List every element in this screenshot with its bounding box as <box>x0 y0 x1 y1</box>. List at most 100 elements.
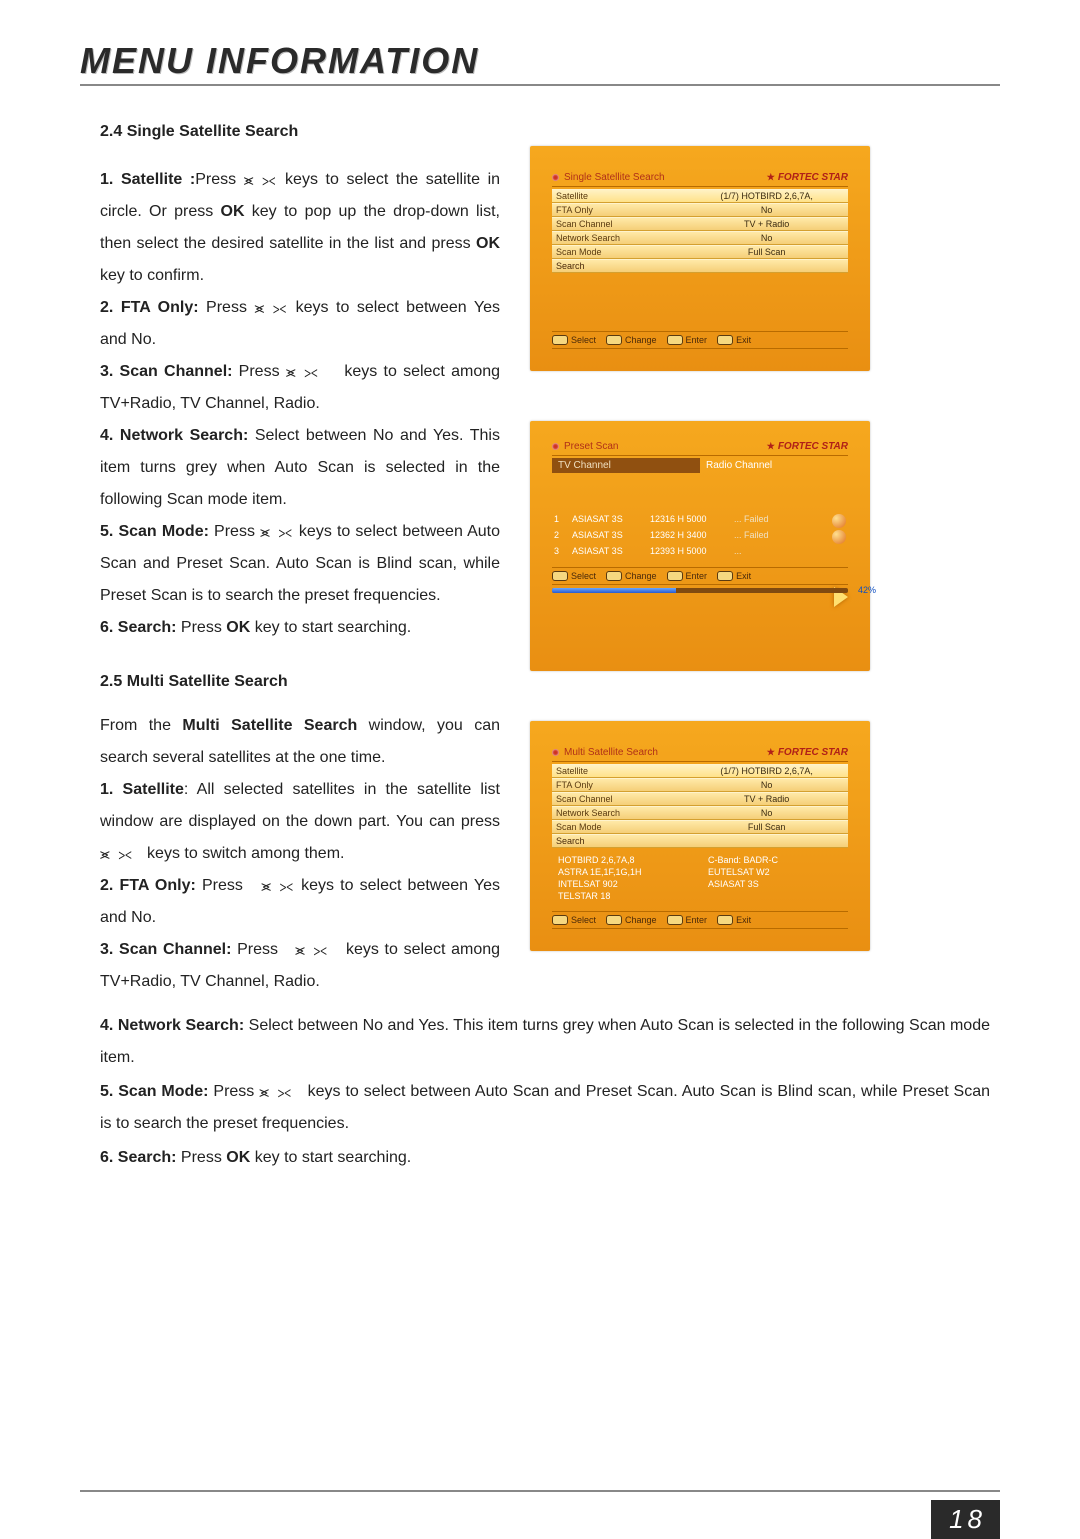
row-key: Network Search <box>552 233 685 243</box>
label-scan-channel: 3. Scan Channel: <box>100 941 231 958</box>
arrow-keys-icon: ⪤ ⪥ <box>244 165 278 195</box>
hint-exit: Exit <box>717 571 751 581</box>
shot-title: Multi Satellite Search <box>564 747 767 758</box>
label-multi-window: Multi Satellite Search <box>182 717 357 734</box>
row-val: Full Scan <box>685 822 848 832</box>
arrow-keys-icon: ⪤ ⪥ <box>295 935 329 965</box>
hint-bar: Select Change Enter Exit <box>552 331 848 349</box>
row-val: No <box>685 808 848 818</box>
s25-item-2: 2. FTA Only: Press ⪤ ⪥ keys to select be… <box>100 870 500 934</box>
row-key: Search <box>552 836 685 846</box>
row-sat: ASIASAT 3S <box>572 514 644 528</box>
hint-enter: Enter <box>667 335 708 345</box>
preset-row: 3ASIASAT 3S12393 H 5000... <box>552 545 848 557</box>
row-key: Network Search <box>552 808 685 818</box>
progress-fill <box>552 588 676 593</box>
label-search: 6. Search: <box>100 619 176 636</box>
arrow-keys-icon: ⪤ ⪥ <box>259 1077 293 1107</box>
page-title-bar: MENU INFORMATION <box>80 40 1000 86</box>
menu-row[interactable]: Scan ChannelTV + Radio <box>552 217 848 231</box>
row-idx: 1 <box>554 514 566 528</box>
s25-item-6: 6. Search: Press OK key to start searchi… <box>100 1142 990 1174</box>
shot-header: Single Satellite Search FORTEC STAR <box>552 172 848 187</box>
section-25-heading: 2.5 Multi Satellite Search <box>100 666 500 698</box>
menu-row[interactable]: Scan ModeFull Scan <box>552 820 848 834</box>
list-item: HOTBIRD 2,6,7A,8 <box>558 854 692 866</box>
row-freq: 12393 H 5000 <box>650 546 728 556</box>
menu-row[interactable]: Satellite(1/7) HOTBIRD 2,6,7A, <box>552 764 848 778</box>
row-key: FTA Only <box>552 205 685 215</box>
menu-row[interactable]: Search <box>552 259 848 273</box>
s24-item-4: 4. Network Search: Select between No and… <box>100 420 500 516</box>
preset-row: 1ASIASAT 3S12316 H 5000... Failed <box>552 513 848 529</box>
menu-row[interactable]: Network SearchNo <box>552 231 848 245</box>
ok-key: OK <box>221 203 245 220</box>
full-width-text: 4. Network Search: Select between No and… <box>80 1010 1000 1174</box>
s25-item-5: 5. Scan Mode: Press ⪤ ⪥ keys to select b… <box>100 1076 990 1140</box>
menu-rows: Satellite(1/7) HOTBIRD 2,6,7A, FTA OnlyN… <box>552 764 848 848</box>
menu-row[interactable]: Network SearchNo <box>552 806 848 820</box>
hint-change: Change <box>606 571 657 581</box>
list-col: C-Band: BADR-C EUTELSAT W2 ASIASAT 3S <box>708 854 842 903</box>
brand-label: FORTEC STAR <box>767 172 848 183</box>
hint-exit: Exit <box>717 915 751 925</box>
row-freq: 12362 H 3400 <box>650 530 728 544</box>
col-radio: Radio Channel <box>700 458 848 473</box>
txt: Press <box>199 299 255 316</box>
list-item: EUTELSAT W2 <box>708 866 842 878</box>
txt: key to start searching. <box>250 1149 411 1166</box>
txt: Press <box>231 941 283 958</box>
menu-row[interactable]: Scan ModeFull Scan <box>552 245 848 259</box>
row-status: ... Failed <box>734 530 824 544</box>
txt: Press <box>209 1083 260 1100</box>
s24-item-1: 1. Satellite :Press ⪤ ⪥ keys to select t… <box>100 164 500 292</box>
brand-label: FORTEC STAR <box>767 747 848 758</box>
multi-sat-list: HOTBIRD 2,6,7A,8 ASTRA 1E,1F,1G,1H INTEL… <box>552 850 848 905</box>
row-key: Scan Channel <box>552 794 685 804</box>
label-scan-mode: 5. Scan Mode: <box>100 1083 209 1100</box>
shot-title: Single Satellite Search <box>564 172 767 183</box>
row-freq: 12316 H 5000 <box>650 514 728 528</box>
ok-key: OK <box>226 1149 250 1166</box>
menu-row[interactable]: FTA OnlyNo <box>552 203 848 217</box>
dot-icon <box>552 749 559 756</box>
txt: Press <box>209 523 260 540</box>
hint-bar: Select Change Enter Exit <box>552 567 848 585</box>
dot-icon <box>552 443 559 450</box>
preset-columns: TV Channel Radio Channel <box>552 458 848 473</box>
list-item: TELSTAR 18 <box>558 890 692 902</box>
txt: Press <box>195 171 244 188</box>
preset-list: 1ASIASAT 3S12316 H 5000... Failed 2ASIAS… <box>552 513 848 557</box>
row-val: TV + Radio <box>685 794 848 804</box>
page-title: MENU INFORMATION <box>80 40 1000 82</box>
text-column: 2.4 Single Satellite Search 1. Satellite… <box>80 116 500 998</box>
row-idx: 3 <box>554 546 566 556</box>
list-item: ASIASAT 3S <box>708 878 842 890</box>
row-key: Scan Mode <box>552 247 685 257</box>
s25-item-3: 3. Scan Channel: Press ⪤ ⪥ keys to selec… <box>100 934 500 998</box>
s24-item-5: 5. Scan Mode: Press ⪤ ⪥ keys to select b… <box>100 516 500 612</box>
dish-icon <box>832 514 846 528</box>
screenshot-multi-search: Multi Satellite Search FORTEC STAR Satel… <box>530 721 870 951</box>
row-key: Search <box>552 261 685 271</box>
hint-change: Change <box>606 915 657 925</box>
preset-row: 2ASIASAT 3S12362 H 3400... Failed <box>552 529 848 545</box>
txt: Press <box>176 1149 226 1166</box>
menu-row[interactable]: FTA OnlyNo <box>552 778 848 792</box>
progress-pct: 42% <box>858 585 876 595</box>
label-search: 6. Search: <box>100 1149 176 1166</box>
row-key: FTA Only <box>552 780 685 790</box>
brand-label: FORTEC STAR <box>767 441 848 452</box>
s24-item-2: 2. FTA Only: Press ⪤ ⪥ keys to select be… <box>100 292 500 356</box>
s24-item-6: 6. Search: Press OK key to start searchi… <box>100 612 500 644</box>
hint-enter: Enter <box>667 571 708 581</box>
row-sat: ASIASAT 3S <box>572 530 644 544</box>
menu-row[interactable]: Satellite(1/7) HOTBIRD 2,6,7A, <box>552 189 848 203</box>
s25-item-1: 1. Satellite: All selected satellites in… <box>100 774 500 870</box>
col-tv: TV Channel <box>552 458 700 473</box>
menu-row[interactable]: Search <box>552 834 848 848</box>
arrow-keys-icon: ⪤ ⪥ <box>100 839 134 869</box>
hint-change: Change <box>606 335 657 345</box>
menu-row[interactable]: Scan ChannelTV + Radio <box>552 792 848 806</box>
row-val: No <box>685 205 848 215</box>
